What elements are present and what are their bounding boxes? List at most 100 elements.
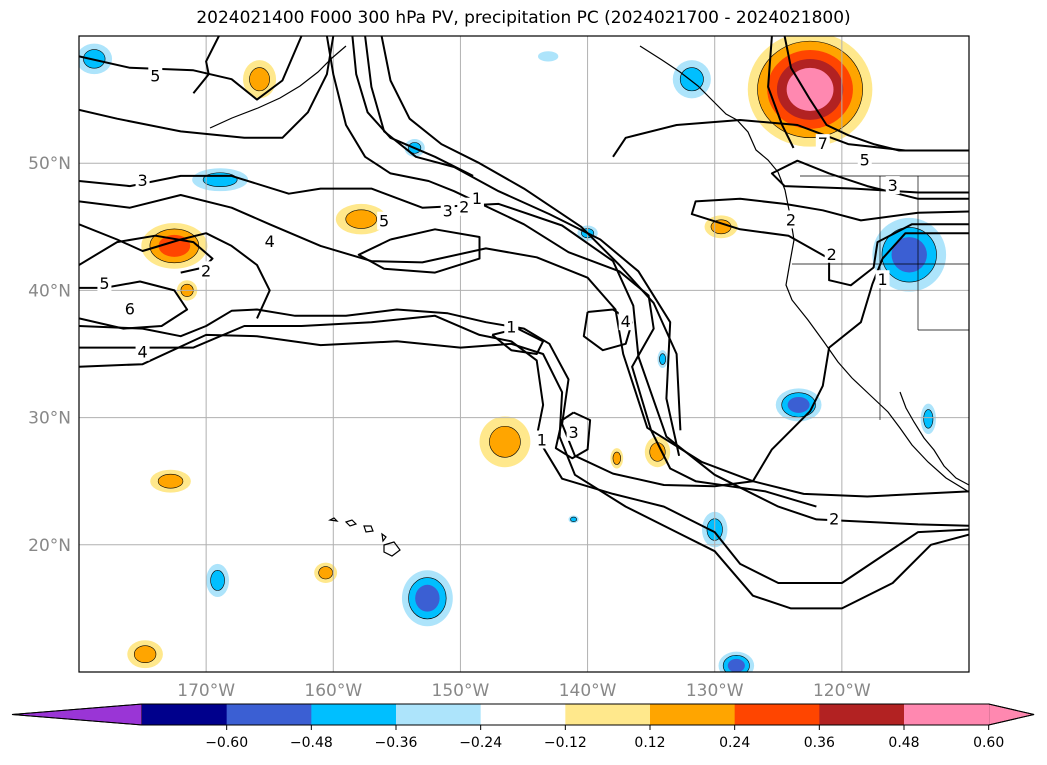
pv-contour-line <box>351 36 474 177</box>
contour-label: 3 <box>568 423 578 442</box>
precip-level-2 <box>157 473 184 489</box>
alaska-panhandle-coastline <box>639 45 738 121</box>
contour-label-backdrop <box>135 342 150 361</box>
contour-label: 1 <box>537 430 547 449</box>
contour-label: 5 <box>860 151 870 170</box>
contour-label-backdrop <box>199 261 214 280</box>
negative-precip-anomaly <box>775 388 822 422</box>
colorbar-tick-label: 0.36 <box>804 735 835 751</box>
precip-level-3 <box>787 396 810 413</box>
colorbar-segment <box>734 704 820 725</box>
precip-level-2 <box>249 67 270 92</box>
positive-precip-anomaly <box>127 640 163 669</box>
pv-contour-line <box>79 36 303 101</box>
negative-precip-anomaly <box>718 651 755 672</box>
negative-precip-anomaly <box>657 350 668 368</box>
precip-level-2 <box>345 209 378 229</box>
colorbar-tick-label: −0.24 <box>459 735 502 751</box>
contour-label-backdrop <box>618 312 633 331</box>
hawaii-islands <box>328 517 401 557</box>
negative-precip-anomaly <box>568 515 579 524</box>
contour-label-backdrop <box>827 509 842 528</box>
negative-precip-anomaly <box>401 570 453 627</box>
pv-contour-line <box>79 36 335 139</box>
colorbar-tick-label: −0.48 <box>290 735 333 751</box>
contour-label-backdrop <box>469 188 484 207</box>
contour-label: 1 <box>472 189 482 208</box>
pv-contours <box>79 36 969 610</box>
colorbar-tick-label: 0.48 <box>888 735 919 751</box>
negative-precip-anomaly <box>872 217 947 292</box>
contour-label: 2 <box>459 198 469 217</box>
contour-label-backdrop <box>440 201 455 220</box>
colorbar-tick-label: 0.60 <box>973 735 1004 751</box>
colorbar-segment <box>396 704 482 725</box>
colorbar-segment <box>142 704 228 725</box>
colorbar-tick-label: −0.60 <box>205 735 248 751</box>
contour-label: 4 <box>137 343 147 362</box>
contour-label-backdrop <box>504 317 519 336</box>
contour-label: 1 <box>506 317 516 336</box>
contour-label-backdrop <box>262 232 277 251</box>
longitude-tick-label: 150°W <box>432 681 490 701</box>
pv-contour-line <box>767 36 795 149</box>
contour-label: 6 <box>125 299 135 318</box>
precipitation-layer <box>79 36 947 672</box>
baja-california-coastline <box>899 391 969 486</box>
negative-precip-anomaly <box>920 403 936 435</box>
positive-precip-anomaly <box>243 60 277 99</box>
precip-level-2 <box>489 425 521 458</box>
negative-precip-anomaly <box>206 563 230 597</box>
colorbar: −0.60 −0.48 −0.36 −0.24 −0.12 0.12 0.24 0.36 0.4… <box>11 703 1035 751</box>
pv-contour-line <box>79 194 969 498</box>
contour-label: 4 <box>265 232 275 251</box>
contour-label-backdrop <box>135 171 150 190</box>
colorbar-segment <box>650 704 736 725</box>
positive-precip-anomaly <box>644 436 671 468</box>
contour-label-backdrop <box>885 176 900 195</box>
contour-label: 4 <box>621 312 631 331</box>
positive-precip-anomaly <box>150 469 191 493</box>
positive-precip-anomaly <box>314 562 338 583</box>
contour-label-backdrop <box>457 197 472 216</box>
precip-level-2 <box>210 570 225 591</box>
contour-label: 3 <box>137 171 147 190</box>
contour-label-backdrop <box>815 134 830 153</box>
negative-precip-anomaly <box>537 51 559 62</box>
colorbar-segment <box>565 704 651 725</box>
latitude-tick-label: 40°N <box>28 281 71 301</box>
colorbar-under-extension <box>11 703 143 726</box>
contour-label-backdrop <box>824 244 839 263</box>
precip-level-2 <box>570 516 577 522</box>
contour-label: 7 <box>818 134 828 153</box>
contour-label: 5 <box>379 212 389 231</box>
contour-label-backdrop <box>566 422 581 441</box>
pv-contour-line <box>380 36 682 431</box>
pv-contour-line <box>554 411 592 460</box>
contour-label-backdrop <box>857 150 872 169</box>
contour-label-backdrop <box>377 211 392 230</box>
precip-level-5 <box>786 67 834 111</box>
precip-level-2 <box>659 353 666 365</box>
contour-label-backdrop <box>97 274 112 293</box>
contour-label: 2 <box>201 261 211 280</box>
north-america-coastline <box>736 119 969 493</box>
colorbar-tick-label: 0.12 <box>634 735 665 751</box>
latitude-tick-label: 50°N <box>28 154 71 174</box>
pv-contour-line <box>357 228 481 274</box>
precip-level-2 <box>133 645 157 664</box>
colorbar-tick-label: −0.36 <box>375 735 418 751</box>
contour-label-backdrop <box>122 299 137 318</box>
pv-contour-line <box>690 197 969 287</box>
colorbar-segment <box>904 704 990 725</box>
colorbar-segment <box>480 704 566 725</box>
contour-label-backdrop <box>534 430 549 449</box>
precip-level-2 <box>612 451 621 465</box>
pv-contour-line <box>192 36 220 94</box>
longitude-tick-label: 130°W <box>686 681 744 701</box>
latitude-tick-label: 30°N <box>28 409 71 429</box>
precip-level-2 <box>202 172 238 188</box>
pv-contour-line <box>325 36 817 508</box>
contour-label-backdrop <box>148 66 163 85</box>
